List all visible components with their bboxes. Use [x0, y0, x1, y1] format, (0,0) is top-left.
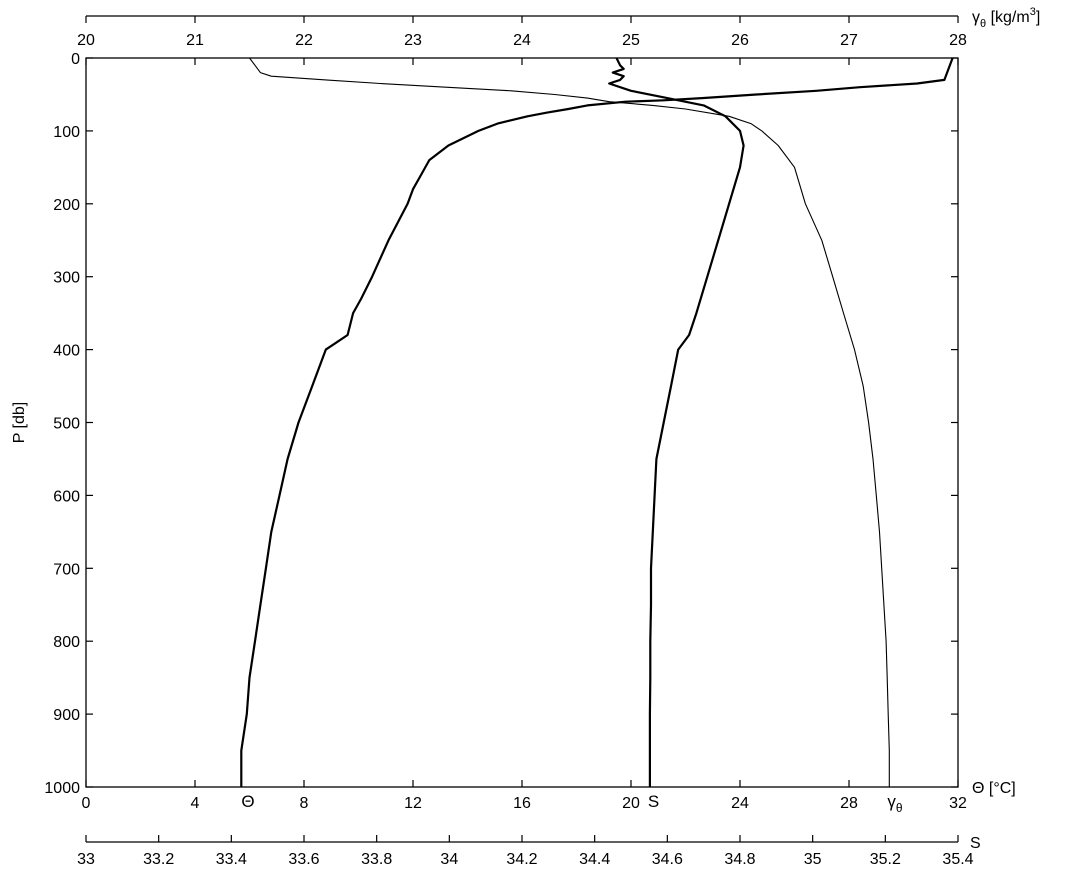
- y-tick-label: 1000: [44, 780, 80, 797]
- theta-tick-label: 12: [404, 795, 422, 812]
- theta-tick-label: 8: [300, 795, 309, 812]
- salinity-tick-label: 33.6: [288, 851, 319, 868]
- salinity-tick-label: 34.8: [724, 851, 755, 868]
- gamma-title-unit: [kg/m: [986, 9, 1030, 26]
- gamma-tick-label: 26: [731, 32, 749, 49]
- theta-tick-label: 0: [82, 795, 91, 812]
- theta-tick-label: 28: [840, 795, 858, 812]
- theta-tick-label: 32: [949, 795, 967, 812]
- y-tick-label: 700: [53, 561, 80, 578]
- salinity-tick-label: 35: [804, 851, 822, 868]
- labels-group: P [db] Θ [°C] S γθ [kg/m3] Θ S γθ: [11, 6, 1040, 852]
- gamma-tick-label: 25: [622, 32, 640, 49]
- gamma-tick-label: 28: [949, 32, 967, 49]
- y-tick-label: 500: [53, 416, 80, 433]
- y-tick-label: 600: [53, 488, 80, 505]
- plot-frame-group: [85, 57, 959, 788]
- gamma-tick-label: 24: [513, 32, 531, 49]
- salinity-tick-label: 33: [77, 851, 95, 868]
- gamma-tick-label: 22: [295, 32, 313, 49]
- salinity-tick-label: 35.2: [870, 851, 901, 868]
- gamma-curve-symbol: γ: [887, 792, 896, 811]
- salinity-tick-label: 34.6: [652, 851, 683, 868]
- salinity-tick-label: 35.4: [942, 851, 973, 868]
- y-tick-label: 200: [53, 197, 80, 214]
- salinity-tick-label: 34.4: [579, 851, 610, 868]
- salinity-profile-line: [608, 57, 745, 787]
- theta-tick-label: 4: [191, 795, 200, 812]
- gamma-profile-line: [249, 57, 890, 787]
- gamma-curve-sub: θ: [896, 801, 903, 815]
- gamma-tick-label: 23: [404, 32, 422, 49]
- salinity-tick-label: 34.2: [506, 851, 537, 868]
- salinity-tick-label: 33.8: [361, 851, 392, 868]
- salinity-curve-label: S: [648, 792, 659, 811]
- y-tick-label: 900: [53, 707, 80, 724]
- series-group: [240, 57, 954, 787]
- gamma-title-symbol: γ: [972, 9, 980, 26]
- y-tick-label: 400: [53, 343, 80, 360]
- salinity-tick-label: 33.4: [216, 851, 247, 868]
- salinity-tick-label: 33.2: [143, 851, 174, 868]
- gamma-curve-label: γθ: [887, 792, 903, 815]
- theta-tick-label: 24: [731, 795, 749, 812]
- theta-axis-title: Θ [°C]: [972, 780, 1016, 797]
- y-tick-label: 100: [53, 124, 80, 141]
- gamma-title-sup: 3: [1030, 6, 1036, 18]
- theta-tick-label: 16: [513, 795, 531, 812]
- gamma-tick-label: 21: [186, 32, 204, 49]
- y-tick-label: 300: [53, 270, 80, 287]
- gamma-tick-label: 27: [840, 32, 858, 49]
- gamma-title-close: ]: [1036, 9, 1040, 26]
- theta-profile-line: [240, 57, 954, 787]
- salinity-axis-title: S: [970, 835, 981, 852]
- y-tick-label: 800: [53, 634, 80, 651]
- theta-curve-label: Θ: [241, 792, 254, 811]
- theta-tick-label: 20: [622, 795, 640, 812]
- gamma-tick-label: 20: [77, 32, 95, 49]
- salinity-tick-label: 34: [440, 851, 458, 868]
- gamma-axis-title: γθ [kg/m3]: [972, 6, 1040, 30]
- plot-frame: [85, 57, 959, 788]
- y-axis-title: P [db]: [11, 402, 28, 444]
- y-tick-label: 0: [71, 51, 80, 68]
- gamma-title-sub: θ: [980, 18, 986, 30]
